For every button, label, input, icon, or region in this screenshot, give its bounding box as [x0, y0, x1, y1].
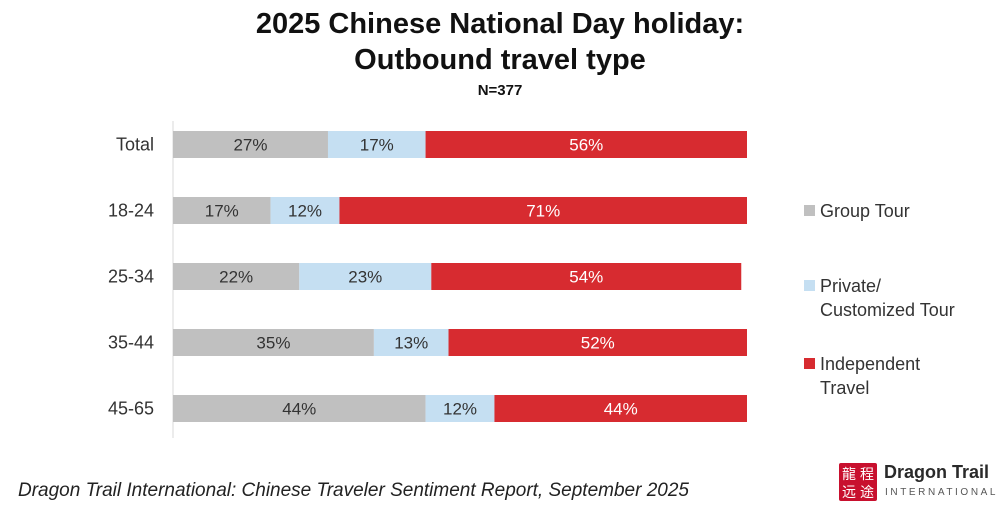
- data-label: 54%: [569, 268, 603, 287]
- logo-name: Dragon Trail: [884, 462, 990, 482]
- svg-text:途: 途: [860, 484, 874, 501]
- category-label: 45-65: [108, 399, 154, 419]
- data-label: 44%: [282, 400, 316, 419]
- bar-segment: [448, 329, 747, 356]
- bar-segment: [431, 263, 742, 290]
- category-label: 35-44: [108, 333, 154, 353]
- bar-segment: [299, 263, 432, 290]
- data-label: 56%: [569, 136, 603, 155]
- chart-title: 2025 Chinese National Day holiday: Outbo…: [0, 6, 1000, 78]
- legend-swatch: [804, 205, 815, 216]
- bar-segment: [173, 263, 300, 290]
- legend-swatch: [804, 280, 815, 291]
- chart-subtitle: N=377: [477, 82, 523, 99]
- data-label: 22%: [219, 268, 253, 287]
- data-label: 12%: [443, 400, 477, 419]
- data-label: 35%: [256, 334, 290, 353]
- data-label: 27%: [233, 136, 267, 155]
- legend-label: Customized Tour: [820, 300, 955, 320]
- bar-segment: [173, 131, 328, 158]
- bar-segment: [327, 131, 426, 158]
- bar-segment: [494, 395, 747, 422]
- chart-title-line-1: 2025 Chinese National Day holiday:: [255, 8, 745, 40]
- svg-text:远: 远: [842, 485, 856, 501]
- data-label: 17%: [205, 202, 239, 221]
- bar-segment: [173, 197, 271, 224]
- legend-label: Private/: [820, 276, 881, 296]
- data-label: 71%: [526, 202, 560, 221]
- category-label: 25-34: [108, 267, 154, 287]
- data-label: 52%: [581, 334, 615, 353]
- data-label: 17%: [360, 136, 394, 155]
- dragon-trail-logo-icon: 龍 程 远 途: [839, 463, 877, 501]
- svg-text:程: 程: [860, 467, 874, 483]
- legend-label: Travel: [820, 378, 869, 398]
- data-label: 23%: [348, 268, 382, 287]
- data-label: 44%: [604, 400, 638, 419]
- bar-segment: [425, 131, 747, 158]
- bar-segment: [339, 197, 747, 224]
- category-label: 18-24: [108, 201, 154, 221]
- chart-title-line-2: Outbound travel type: [354, 44, 646, 76]
- data-label: 13%: [394, 334, 428, 353]
- bar-segment: [373, 329, 449, 356]
- logo-subtitle: INTERNATIONAL: [885, 487, 999, 498]
- legend-swatch: [804, 358, 815, 369]
- data-label: 12%: [288, 202, 322, 221]
- bar-segment: [173, 395, 426, 422]
- bar-segment: [270, 197, 340, 224]
- category-label: Total: [116, 135, 154, 155]
- source-caption: Dragon Trail International: Chinese Trav…: [18, 480, 689, 501]
- bar-segment: [425, 395, 495, 422]
- legend-label: Independent: [820, 354, 920, 374]
- svg-text:龍: 龍: [842, 466, 856, 483]
- legend-label: Group Tour: [820, 201, 910, 221]
- bar-segment: [173, 329, 374, 356]
